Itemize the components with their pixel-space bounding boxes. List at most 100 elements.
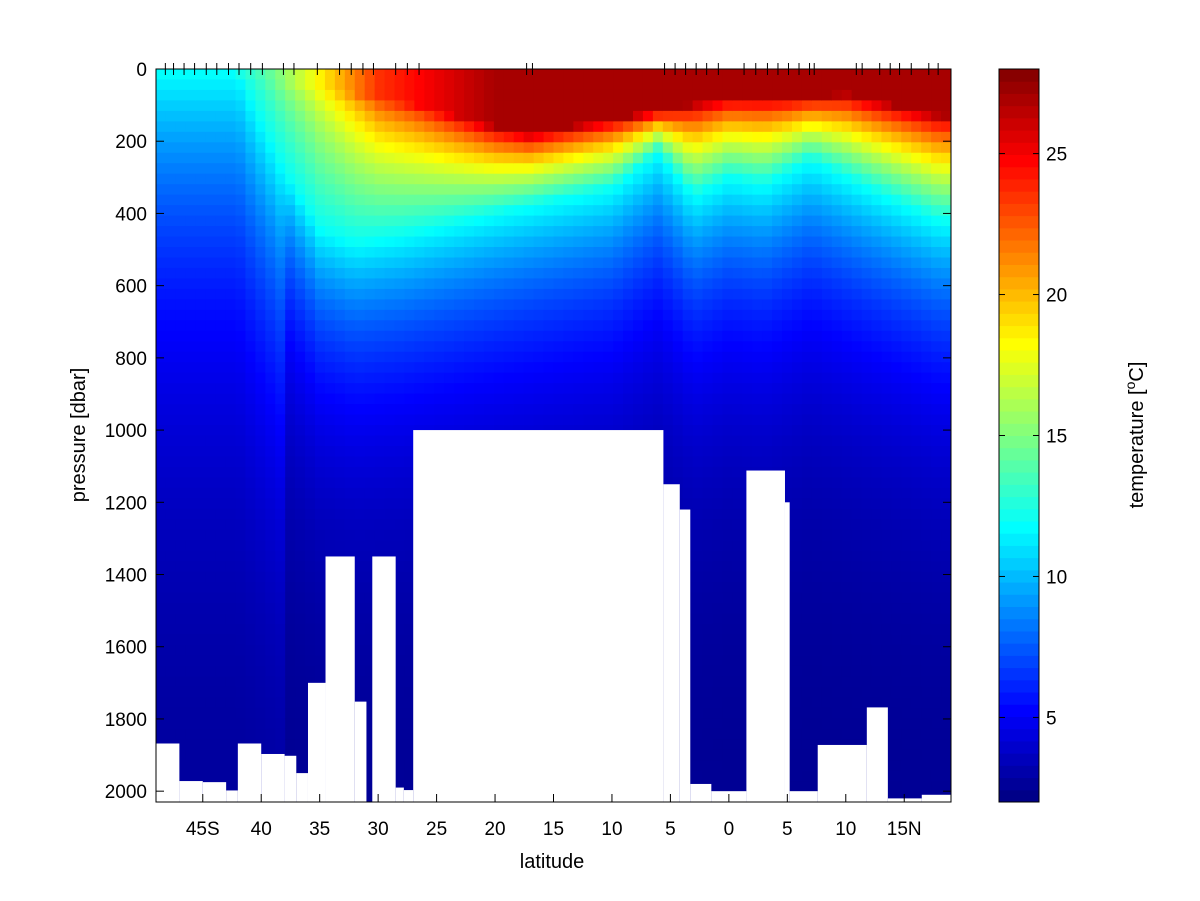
field-cell [215, 121, 227, 133]
field-cell [712, 89, 724, 102]
field-cell [652, 205, 664, 217]
field-cell [841, 320, 853, 332]
field-cell [543, 110, 555, 122]
field-cell [384, 414, 396, 426]
field-cell [762, 267, 773, 280]
field-cell [801, 383, 813, 395]
field-cell [295, 267, 306, 280]
field-cell [613, 205, 624, 217]
field-cell [543, 79, 555, 91]
field-cell [801, 739, 813, 751]
field-cell [364, 320, 376, 332]
field-cell [165, 718, 177, 730]
field-cell [752, 69, 763, 81]
field-cell [364, 152, 376, 164]
field-cell [384, 372, 396, 384]
field-cell [195, 173, 207, 185]
field-cell [165, 278, 177, 290]
field-cell [483, 341, 495, 353]
field-cell [305, 466, 316, 478]
field-cell [165, 404, 177, 416]
field-cell [662, 142, 674, 154]
field-cell [583, 121, 594, 133]
field-cell [295, 634, 306, 646]
field-cell [583, 247, 594, 259]
field-cell [255, 236, 266, 248]
field-cell [414, 414, 425, 426]
field-cell [225, 456, 237, 468]
field-cell [792, 487, 803, 499]
field-cell [394, 466, 406, 478]
field-cell [165, 582, 177, 594]
field-cell [792, 445, 803, 458]
field-cell [772, 330, 783, 342]
field-cell [275, 299, 286, 311]
field-cell [662, 278, 674, 290]
field-cell [464, 299, 475, 311]
field-cell [841, 508, 853, 520]
field-cell [305, 498, 316, 510]
field-cell [205, 477, 217, 489]
field-cell [255, 487, 266, 499]
field-cell [285, 487, 296, 499]
field-cell [165, 697, 177, 709]
field-cell [454, 330, 465, 342]
field-cell [692, 728, 704, 740]
field-cell [752, 456, 763, 468]
field-cell [513, 278, 525, 290]
field-cell [851, 142, 863, 154]
field-cell [384, 205, 396, 217]
field-cell [821, 330, 833, 342]
field-cell [792, 236, 803, 248]
field-cell [692, 487, 704, 499]
field-cell [215, 226, 227, 238]
field-cell [682, 477, 694, 489]
field-cell [205, 644, 217, 656]
field-cell [831, 697, 843, 709]
field-cell [811, 456, 823, 468]
field-cell [831, 372, 843, 384]
field-cell [235, 362, 247, 374]
field-cell [374, 89, 386, 102]
field-cell [762, 309, 773, 321]
field-cell [285, 121, 296, 133]
field-cell [414, 89, 425, 102]
field-cell [324, 519, 336, 531]
field-cell [344, 152, 356, 164]
field-cell [305, 110, 316, 122]
field-cell [742, 414, 753, 426]
field-cell [692, 121, 704, 133]
field-cell [175, 247, 187, 259]
field-cell [831, 194, 843, 206]
field-cell [334, 309, 346, 321]
field-cell [821, 163, 833, 175]
field-cell [772, 89, 783, 102]
field-cell [205, 540, 217, 552]
field-cell [265, 393, 276, 405]
field-cell [315, 582, 326, 594]
field-cell [364, 351, 376, 363]
field-cell [404, 247, 415, 259]
field-cell [195, 288, 207, 300]
field-cell [633, 247, 644, 259]
field-cell [285, 247, 296, 259]
field-cell [394, 655, 406, 667]
field-cell [593, 194, 604, 206]
field-cell [811, 215, 823, 227]
field-cell [295, 487, 306, 499]
field-cell [235, 267, 247, 280]
field-cell [732, 760, 743, 772]
field-cell [692, 152, 704, 164]
field-cell [603, 278, 614, 290]
field-cell [801, 131, 813, 143]
field-cell [523, 69, 535, 81]
field-cell [245, 540, 256, 552]
field-cell [165, 707, 177, 719]
field-cell [792, 466, 803, 478]
field-cell [811, 603, 823, 615]
field-cell [175, 69, 187, 81]
field-cell [165, 362, 177, 374]
field-cell [623, 257, 634, 269]
field-cell [702, 110, 714, 122]
field-cell [295, 362, 306, 374]
